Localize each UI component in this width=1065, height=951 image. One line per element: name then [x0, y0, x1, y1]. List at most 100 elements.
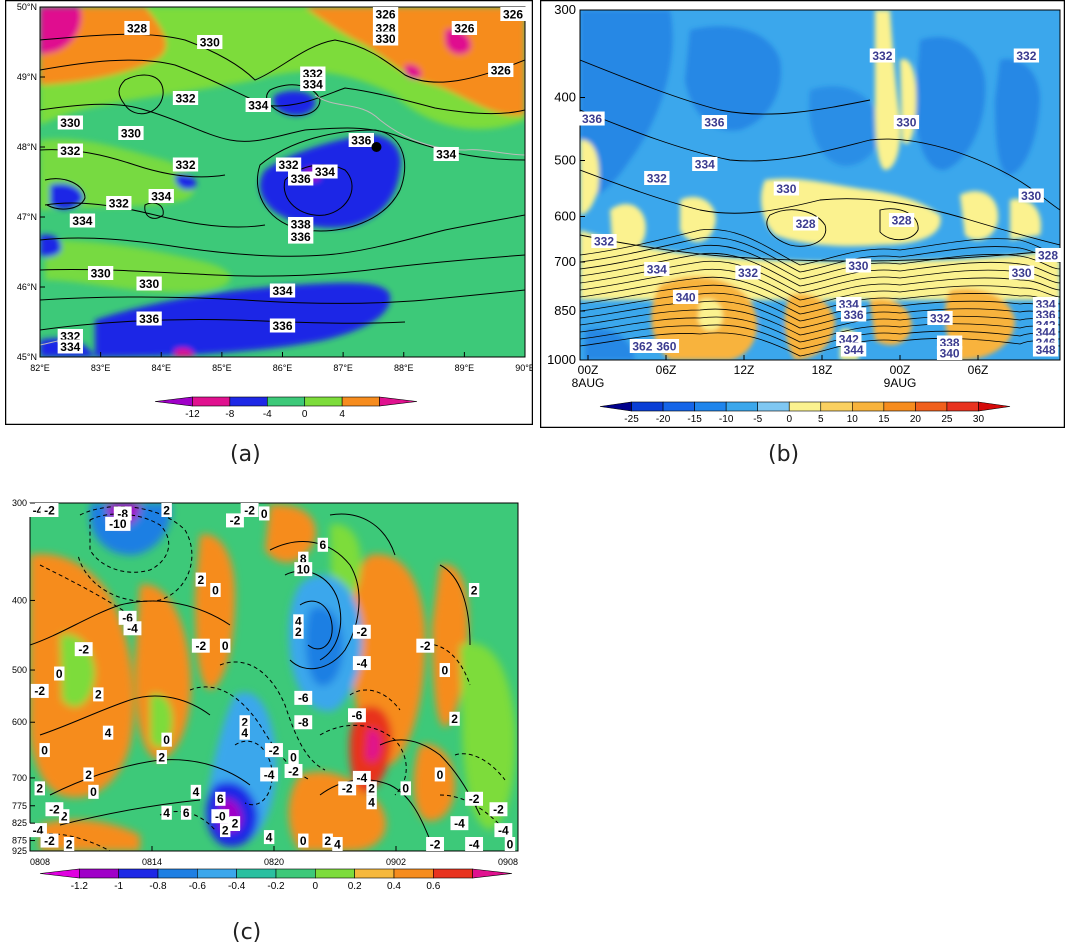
contour-label-b: 330	[893, 115, 920, 129]
svg-text:362: 362	[632, 339, 652, 353]
svg-text:332: 332	[930, 311, 950, 325]
svg-text:0: 0	[402, 782, 409, 796]
svg-text:328: 328	[127, 21, 147, 35]
x-tick-label-b: 12Z	[734, 363, 755, 377]
contour-label-a: 332	[106, 196, 132, 210]
y-tick-label-b: 1000	[547, 352, 576, 367]
svg-text:-4: -4	[454, 816, 465, 830]
b-colorbar-tick: 30	[973, 414, 985, 425]
svg-text:-2: -2	[44, 503, 55, 517]
svg-text:2: 2	[61, 810, 68, 824]
contour-label-a: 334	[69, 213, 96, 228]
contour-label-a: 336	[136, 311, 162, 326]
x-tick-label-b: 00Z	[890, 363, 911, 377]
c-colorbar-swatch	[118, 868, 159, 879]
contour-label-b: 340	[936, 346, 963, 360]
contour-label-c: -2	[284, 763, 303, 778]
contour-label-a: 334	[300, 77, 326, 91]
contour-label-a: 336	[288, 171, 314, 186]
svg-text:-2: -2	[469, 792, 480, 806]
y-tick-label-c: 925	[12, 846, 27, 856]
y-tick-label-b: 700	[554, 254, 576, 269]
contour-label-c: 0	[288, 750, 299, 764]
svg-text:-2: -2	[493, 803, 504, 817]
a-colorbar-right-arrow	[379, 396, 418, 407]
b-colorbar-swatch	[946, 401, 979, 412]
svg-text:4: 4	[266, 830, 273, 844]
svg-text:-2: -2	[357, 625, 368, 639]
panel-a-field	[40, 7, 525, 357]
contour-label-a: 330	[372, 31, 399, 46]
a-colorbar-swatch	[229, 396, 268, 407]
a-colorbar-swatch	[266, 396, 306, 407]
station-marker	[371, 142, 382, 152]
c-colorbar-swatch	[157, 868, 198, 879]
svg-text:-4: -4	[33, 503, 44, 517]
svg-text:332: 332	[279, 158, 299, 172]
b-colorbar-tick: 15	[878, 414, 890, 425]
c-colorbar-right-arrow	[472, 868, 513, 879]
svg-text:2: 2	[471, 583, 478, 597]
b-colorbar-swatch	[883, 401, 916, 412]
contour-label-c: -2	[240, 503, 259, 517]
contour-label-c: 2	[366, 781, 377, 796]
svg-text:0: 0	[41, 743, 48, 757]
svg-text:-2: -2	[44, 834, 55, 848]
svg-text:2: 2	[95, 688, 102, 702]
panel-b-colorbar: -25 -20 -15 -10 -5 0 5 10 15 20 25 30	[599, 401, 1011, 425]
contour-label-a: 326	[451, 21, 478, 35]
x-tick-label-a: 82°E	[30, 363, 50, 373]
x-tick-label-a: 84°E	[151, 363, 171, 373]
contour-label-a: 330	[87, 266, 114, 280]
caption-c: (c)	[232, 920, 262, 945]
y-tick-label-c: 400	[12, 595, 27, 605]
contour-label-c: 0	[400, 781, 411, 796]
panel-b-svg: 332 332 336 336 330 334 332 330 330 328 328 332 328 3…	[539, 0, 1065, 429]
contour-label-c: 0	[161, 732, 172, 747]
svg-text:0: 0	[300, 834, 307, 848]
c-colorbar-swatch	[433, 868, 473, 879]
contour-label-c: 0	[88, 784, 99, 799]
svg-text:336: 336	[139, 312, 159, 326]
contour-label-b: 330	[845, 258, 872, 273]
contour-label-c: 2	[161, 503, 172, 517]
y-tick-label-a: 47°N	[17, 212, 37, 222]
svg-text:2: 2	[295, 625, 302, 639]
y-tick-label-b: 600	[554, 209, 576, 224]
x-tick-label-a: 88°E	[394, 363, 414, 373]
svg-text:336: 336	[291, 172, 311, 186]
c-colorbar-tick: 0.4	[387, 881, 401, 892]
svg-text:-4: -4	[127, 622, 138, 636]
contour-label-a: 332	[57, 143, 83, 158]
svg-text:-2: -2	[34, 684, 45, 698]
svg-text:330: 330	[1012, 266, 1032, 280]
contour-label-a: 334	[148, 189, 174, 203]
contour-label-b: 332	[735, 265, 761, 280]
contour-label-c: -2	[40, 503, 59, 517]
svg-text:0: 0	[212, 583, 219, 597]
contour-label-c: 4	[332, 837, 343, 851]
c-colorbar-tick: 0.6	[426, 881, 440, 892]
c-colorbar-tick: -0.4	[228, 881, 246, 892]
y-tick-label-c: 825	[12, 818, 27, 828]
y-tick-label-b: 400	[554, 90, 576, 105]
c-colorbar-tick: -0.8	[149, 881, 167, 892]
contour-label-b: 332	[869, 48, 896, 63]
panel-c: -4 -2 -8 -10 2 -2 0 -2 6 8 10 2 0 2 -6 -4 4 2 -2 -2 -2 -2 0 -4 0…	[0, 495, 530, 900]
b-colorbar-swatch	[915, 401, 948, 412]
svg-text:-2: -2	[342, 782, 353, 796]
contour-label-b: 332	[591, 234, 617, 248]
svg-text:336: 336	[704, 115, 724, 129]
svg-text:0: 0	[437, 768, 444, 782]
contour-label-c: 8	[298, 551, 309, 566]
svg-text:332: 332	[1016, 49, 1036, 63]
svg-text:334: 334	[303, 77, 323, 91]
contour-label-c: 2	[468, 583, 480, 597]
contour-label-c: 6	[317, 537, 329, 552]
contour-label-c: -2	[352, 624, 371, 639]
c-colorbar-swatch	[236, 868, 277, 879]
svg-text:360: 360	[656, 339, 676, 353]
